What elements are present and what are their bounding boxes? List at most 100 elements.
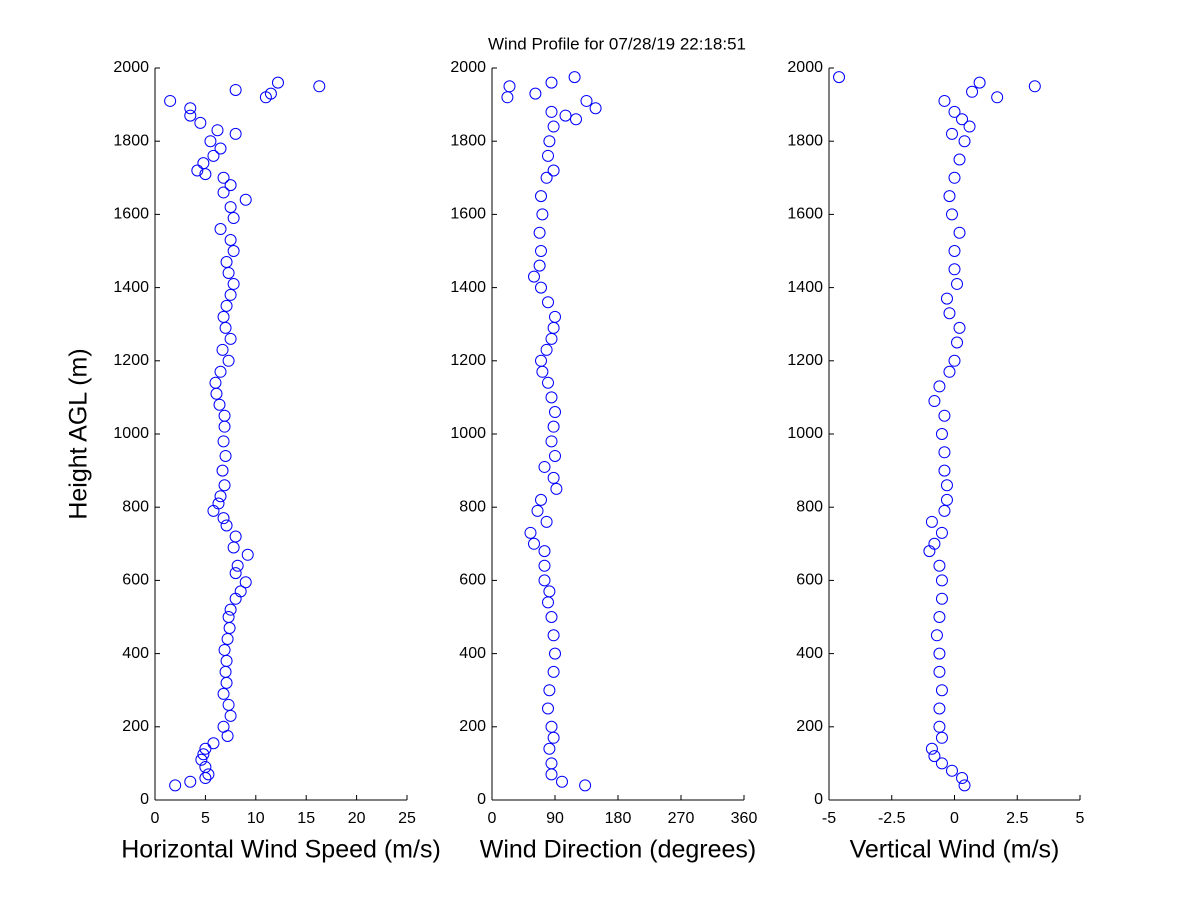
point — [940, 292, 953, 305]
point — [538, 574, 551, 587]
point — [222, 266, 235, 279]
point — [928, 750, 941, 763]
point — [227, 212, 240, 225]
point — [953, 321, 966, 334]
point — [547, 471, 560, 484]
point — [191, 164, 204, 177]
point — [925, 515, 938, 528]
point — [543, 135, 556, 148]
y-tick-label: 1400 — [450, 279, 486, 296]
point — [966, 85, 979, 98]
point — [833, 71, 846, 84]
x-axis-label: Wind Direction (degrees) — [480, 836, 757, 864]
point — [184, 102, 197, 115]
point — [935, 684, 948, 697]
point — [220, 654, 233, 667]
point — [535, 281, 547, 294]
point — [221, 632, 234, 645]
point — [229, 530, 242, 543]
point — [935, 526, 948, 539]
point — [213, 398, 226, 411]
point — [540, 515, 553, 528]
point — [540, 171, 553, 184]
point — [935, 592, 948, 605]
point — [925, 742, 938, 755]
point — [533, 226, 546, 239]
point — [217, 310, 230, 323]
point — [938, 464, 951, 477]
point — [222, 698, 235, 711]
point — [231, 559, 244, 572]
point — [545, 76, 558, 89]
point — [550, 482, 563, 495]
x-tick-label: 5 — [1076, 810, 1085, 827]
point — [958, 135, 971, 148]
point — [536, 365, 549, 378]
point — [933, 720, 946, 733]
point — [945, 764, 958, 777]
y-tick-label: 400 — [459, 645, 486, 662]
point — [535, 493, 547, 506]
point — [184, 109, 197, 122]
point — [933, 647, 946, 660]
point — [549, 406, 561, 419]
point — [219, 321, 232, 334]
point — [222, 354, 235, 367]
point — [933, 665, 946, 678]
point — [227, 541, 240, 554]
point — [194, 116, 207, 129]
x-tick-label: 10 — [247, 810, 265, 827]
point — [547, 164, 560, 177]
point — [210, 387, 223, 400]
point — [542, 296, 554, 309]
point — [545, 105, 558, 118]
y-tick-label: 0 — [814, 791, 823, 808]
point — [923, 545, 936, 558]
point — [542, 149, 554, 162]
y-tick-label: 800 — [122, 498, 149, 515]
x-tick-label: 270 — [668, 810, 695, 827]
point — [940, 479, 953, 492]
point — [239, 576, 252, 589]
point — [209, 376, 222, 389]
point — [214, 490, 227, 503]
x-tick-label: 0 — [950, 810, 959, 827]
point — [542, 596, 554, 609]
point — [241, 548, 254, 561]
y-tick-label: 800 — [459, 498, 486, 515]
point — [935, 757, 948, 770]
y-tick-label: 2000 — [113, 59, 149, 76]
point — [538, 545, 551, 558]
y-tick-label: 2000 — [450, 59, 486, 76]
point — [222, 611, 235, 623]
point — [529, 87, 542, 100]
point — [224, 709, 237, 722]
point — [216, 464, 229, 477]
point — [217, 720, 230, 733]
point — [547, 120, 560, 133]
y-tick-label: 1800 — [450, 132, 486, 149]
point — [542, 376, 554, 389]
point — [958, 779, 971, 792]
y-tick-label: 1400 — [113, 279, 149, 296]
y-tick-label: 200 — [796, 718, 823, 735]
point — [223, 621, 236, 634]
point — [199, 772, 212, 785]
point — [229, 127, 242, 140]
point — [227, 245, 240, 257]
point — [229, 83, 242, 96]
point — [227, 277, 240, 290]
point — [220, 676, 233, 689]
x-tick-label: 20 — [348, 810, 366, 827]
point — [933, 702, 946, 715]
point — [549, 449, 561, 462]
point — [207, 149, 220, 162]
y-tick-label: 1600 — [787, 206, 823, 223]
point — [538, 460, 551, 473]
x-tick-label: 5 — [201, 810, 210, 827]
point — [1028, 80, 1041, 93]
point — [219, 449, 232, 462]
y-tick-label: 1800 — [787, 132, 823, 149]
point — [184, 775, 197, 788]
